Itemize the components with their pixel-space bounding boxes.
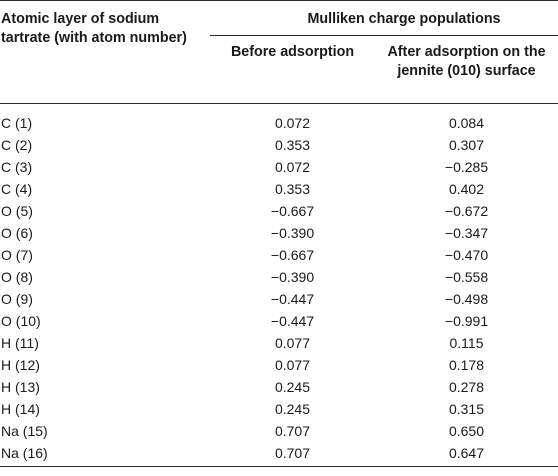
before-value-cell: 0.077 bbox=[274, 357, 311, 373]
atom-label-cell: H (11) bbox=[1, 335, 39, 351]
atom-label-cell: O (10) bbox=[1, 313, 41, 329]
after-value-cell: 0.278 bbox=[448, 379, 485, 395]
atom-label-cell: C (4) bbox=[1, 181, 33, 197]
table-row: O (5) −0.667 −0.672 bbox=[0, 200, 558, 222]
table-header: Atomic layer of sodium tartrate (with at… bbox=[0, 0, 558, 104]
mulliken-group-header: Mulliken charge populations bbox=[210, 0, 558, 36]
atom-label-cell: H (14) bbox=[1, 401, 40, 417]
table-row: H (11) 0.077 0.115 bbox=[0, 332, 558, 354]
after-value-cell: 0.084 bbox=[448, 115, 485, 131]
atom-label-cell: C (2) bbox=[1, 137, 33, 153]
after-value-cell: −0.470 bbox=[444, 247, 489, 263]
before-value-cell: −0.447 bbox=[270, 313, 315, 329]
atom-label-cell: Na (15) bbox=[1, 423, 48, 439]
table-row: H (13) 0.245 0.278 bbox=[0, 376, 558, 398]
before-value-cell: 0.077 bbox=[274, 335, 311, 351]
after-value-cell: 0.647 bbox=[375, 442, 558, 467]
after-value-cell: 0.178 bbox=[448, 357, 485, 373]
atom-label-cell: C (1) bbox=[1, 115, 33, 131]
atom-label-cell: O (7) bbox=[1, 247, 33, 263]
atom-label-cell: O (9) bbox=[1, 291, 33, 307]
after-value-cell: 0.315 bbox=[448, 401, 485, 417]
table-row: C (4) 0.353 0.402 bbox=[0, 178, 558, 200]
after-value-cell: −0.347 bbox=[444, 225, 489, 241]
after-value-cell: 0.307 bbox=[448, 137, 485, 153]
after-value-cell: 0.115 bbox=[449, 335, 484, 351]
before-value-cell: −0.667 bbox=[270, 203, 315, 219]
table-row: H (12) 0.077 0.178 bbox=[0, 354, 558, 376]
table-row: O (9) −0.447 −0.498 bbox=[0, 288, 558, 310]
before-value-cell: 0.245 bbox=[274, 401, 311, 417]
table-row: O (7) −0.667 −0.470 bbox=[0, 244, 558, 266]
before-value-cell: 0.353 bbox=[274, 181, 311, 197]
table-row: O (6) −0.390 −0.347 bbox=[0, 222, 558, 244]
after-value-cell: −0.991 bbox=[444, 313, 489, 329]
before-value-cell: −0.390 bbox=[270, 225, 315, 241]
before-value-cell: −0.667 bbox=[270, 247, 315, 263]
before-adsorption-header: Before adsorption bbox=[210, 35, 375, 104]
atom-label-cell: H (12) bbox=[1, 357, 40, 373]
atom-label-cell: H (13) bbox=[1, 379, 40, 395]
before-value-cell: 0.707 bbox=[274, 423, 311, 439]
table-row: H (14) 0.245 0.315 bbox=[0, 398, 558, 420]
table-row: O (10) −0.447 −0.991 bbox=[0, 310, 558, 332]
atom-label-cell: O (5) bbox=[1, 203, 33, 219]
table-row: C (2) 0.353 0.307 bbox=[0, 134, 558, 156]
before-value-cell: −0.447 bbox=[270, 291, 315, 307]
before-value-cell: 0.353 bbox=[274, 137, 311, 153]
atom-label-cell: C (3) bbox=[1, 159, 33, 175]
after-value-cell: −0.672 bbox=[444, 203, 489, 219]
before-value-cell: 0.072 bbox=[274, 115, 311, 131]
before-value-cell: −0.390 bbox=[270, 269, 315, 285]
table-row: O (8) −0.390 −0.558 bbox=[0, 266, 558, 288]
after-value-cell: 0.650 bbox=[448, 423, 485, 439]
after-adsorption-header: After adsorption on the jennite (010) su… bbox=[375, 35, 558, 104]
before-value-cell: 0.072 bbox=[274, 159, 311, 175]
table-row: Na (15) 0.707 0.650 bbox=[0, 420, 558, 442]
table-body: C (1) 0.072 0.084 C (2) 0.353 0.307 C (3) 0.072… bbox=[0, 104, 558, 467]
after-value-cell: 0.402 bbox=[448, 181, 485, 197]
before-value-cell: 0.245 bbox=[274, 379, 311, 395]
table-row: Na (16) 0.707 0.647 bbox=[0, 442, 558, 467]
after-value-cell: −0.285 bbox=[444, 159, 489, 175]
table-row: C (1) 0.072 0.084 bbox=[0, 104, 558, 135]
after-value-cell: −0.498 bbox=[444, 291, 489, 307]
before-value-cell: 0.707 bbox=[210, 442, 375, 467]
atom-label-cell: Na (16) bbox=[0, 442, 210, 467]
after-value-cell: −0.558 bbox=[444, 269, 489, 285]
atomic-layer-header: Atomic layer of sodium tartrate (with at… bbox=[0, 0, 210, 104]
atom-label-cell: O (6) bbox=[1, 225, 33, 241]
table-row: C (3) 0.072 −0.285 bbox=[0, 156, 558, 178]
atom-label-cell: O (8) bbox=[1, 269, 33, 285]
